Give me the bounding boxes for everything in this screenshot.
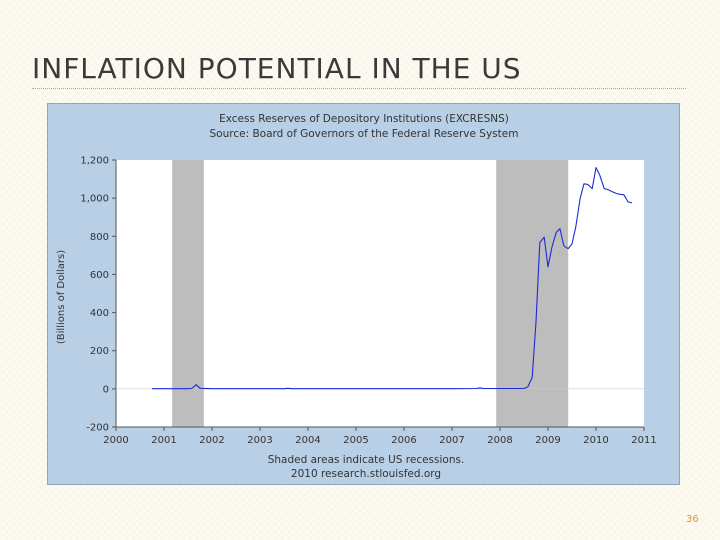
x-tick-label: 2011 — [631, 435, 656, 446]
plot-layer: -200 0 200 400 600 800 1,000 1,200 2000 2001 2002 2… — [80, 156, 656, 447]
chart-title: Excess Reserves of Depository Institutio… — [219, 113, 509, 125]
y-tick-label: 800 — [90, 232, 109, 243]
chart-footnote-recessions: Shaded areas indicate US recessions. — [268, 454, 465, 466]
x-tick-label: 2006 — [391, 435, 416, 446]
y-tick-label: 1,200 — [80, 156, 109, 167]
chart-footnote-source: 2010 research.stlouisfed.org — [291, 468, 441, 480]
y-tick-label: 1,000 — [80, 194, 109, 205]
x-tick-label: 2009 — [535, 435, 560, 446]
recession-band-1 — [172, 160, 204, 427]
x-tick-label: 2000 — [103, 435, 128, 446]
y-tick-label: -200 — [86, 423, 109, 434]
chart-subtitle: Source: Board of Governors of the Federa… — [210, 128, 519, 140]
y-tick-label: 600 — [90, 270, 109, 281]
page-number: 36 — [686, 514, 699, 525]
y-tick-label: 200 — [90, 346, 109, 357]
x-tick-label: 2001 — [151, 435, 176, 446]
slide-title: INFLATION POTENTIAL IN THE US — [32, 52, 522, 85]
recession-band-2 — [496, 160, 569, 427]
x-tick-label: 2007 — [439, 435, 464, 446]
x-tick-label: 2010 — [583, 435, 608, 446]
title-divider — [32, 88, 686, 89]
x-tick-label: 2002 — [199, 435, 224, 446]
y-tick-label: 0 — [103, 384, 109, 395]
chart-canvas: -200 0 200 400 600 800 1,000 1,200 2000 2001 2002 2… — [56, 113, 657, 480]
x-tick-label: 2003 — [247, 435, 272, 446]
chart-frame: -200 0 200 400 600 800 1,000 1,200 2000 2001 2002 2… — [47, 103, 680, 485]
series-line-1 — [152, 167, 633, 390]
y-tick-label: 400 — [90, 308, 109, 319]
x-tick-label: 2008 — [487, 435, 512, 446]
y-axis-label: (Billions of Dollars) — [56, 250, 67, 344]
x-tick-label: 2004 — [295, 435, 320, 446]
x-tick-label: 2005 — [343, 435, 368, 446]
